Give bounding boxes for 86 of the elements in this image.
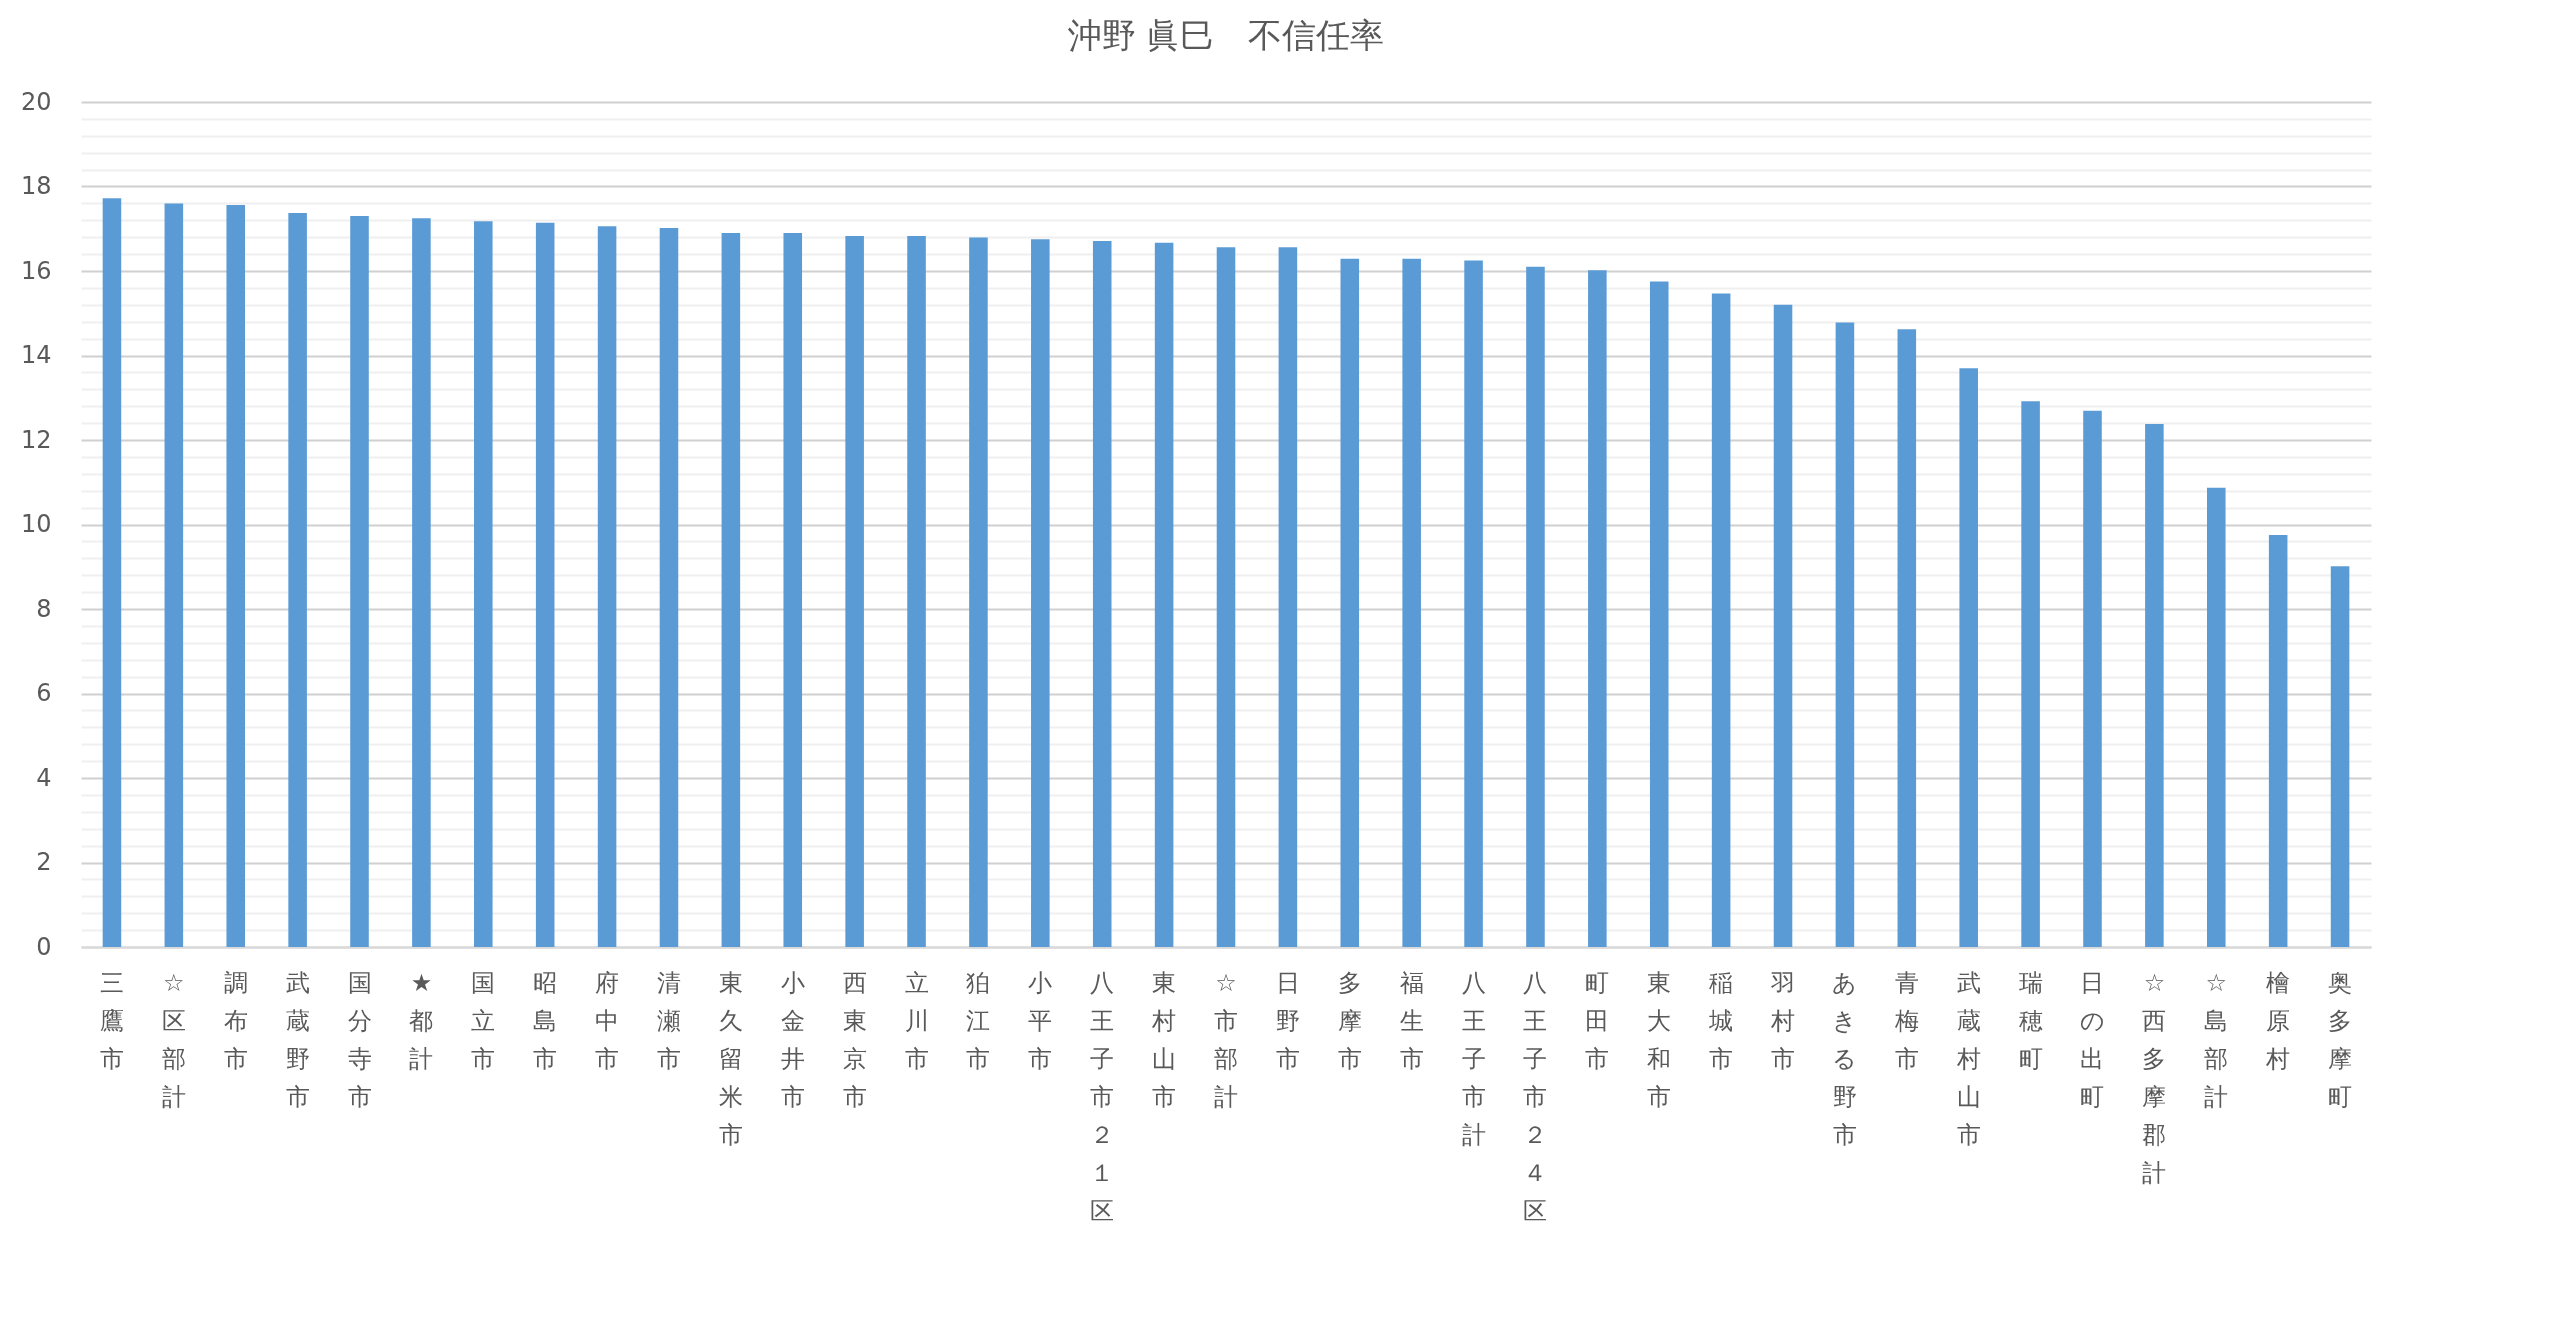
y-tick-label: 20	[20, 87, 52, 116]
bar	[2083, 410, 2102, 947]
bar	[1340, 258, 1360, 947]
bar	[1835, 322, 1855, 947]
bar	[474, 221, 493, 947]
bar	[412, 218, 431, 947]
x-tick-label: 奥多摩町	[2328, 968, 2353, 1111]
y-tick-label: 2	[36, 848, 52, 876]
bar	[1216, 247, 1236, 947]
bar	[1031, 239, 1050, 947]
x-tick-label: 国立市	[471, 968, 496, 1073]
bar	[721, 232, 741, 947]
x-tick-label: 町田市	[1585, 968, 1610, 1073]
x-tick-label: 武蔵野市	[285, 968, 310, 1111]
y-tick-label: 4	[36, 763, 52, 792]
bar	[659, 227, 679, 947]
x-tick-label: 東村山市	[1151, 968, 1177, 1111]
bar	[1897, 329, 1917, 947]
x-tick-label: 狛江市	[966, 968, 991, 1073]
x-tick-label: 青梅市	[1893, 968, 1919, 1073]
x-tick-label: 清瀬市	[656, 968, 681, 1073]
bar	[2330, 566, 2350, 947]
x-tick-label: 府中市	[595, 968, 620, 1073]
bar	[350, 216, 369, 947]
bar	[102, 198, 122, 947]
x-tick-label: 小平市	[1028, 968, 1053, 1073]
y-tick-label: 14	[20, 341, 52, 369]
x-tick-label: 立川市	[904, 968, 929, 1073]
bar	[2021, 401, 2040, 947]
bar	[1526, 266, 1545, 947]
bar	[288, 213, 307, 947]
y-tick-label: 16	[20, 256, 52, 285]
bar	[1154, 242, 1174, 947]
x-tick-label: 東大和市	[1647, 968, 1672, 1111]
bar	[2206, 487, 2226, 947]
y-tick-label: 0	[36, 932, 52, 961]
chart-title: 沖野 眞巳 不信任率	[1067, 15, 1385, 55]
y-tick-label: 10	[20, 510, 52, 538]
bar	[1711, 293, 1731, 947]
x-tick-label: 小金井市	[780, 968, 805, 1111]
x-tick-label: 東久留米市	[718, 968, 743, 1149]
bar	[164, 203, 184, 947]
bar	[907, 235, 926, 947]
x-tick-label: あきる野市	[1832, 968, 1858, 1149]
x-tick-label: 日野市	[1275, 968, 1300, 1073]
bar	[1959, 368, 1978, 947]
bar	[969, 237, 988, 947]
bar	[226, 205, 246, 947]
y-tick-label: 6	[36, 679, 52, 707]
bar	[1092, 241, 1112, 947]
x-tick-label: 国分寺市	[347, 968, 372, 1111]
bar	[1588, 270, 1607, 947]
x-tick-label: 日の出町	[2079, 968, 2105, 1111]
y-tick-label: 8	[36, 594, 52, 623]
bar	[597, 226, 617, 947]
y-tick-label: 12	[20, 425, 52, 454]
bar	[1773, 304, 1793, 947]
x-tick-label: 三鷹市	[99, 968, 124, 1073]
x-tick-label: 瑞穂町	[2018, 968, 2043, 1073]
bar	[1649, 281, 1669, 947]
x-tick-label: 稲城市	[1708, 968, 1734, 1073]
x-tick-label: ☆市部計	[1214, 968, 1238, 1111]
x-tick-label: 調布市	[223, 968, 248, 1073]
bar	[2268, 535, 2288, 947]
x-tick-label: 福生市	[1399, 968, 1424, 1073]
bar	[1464, 260, 1483, 947]
x-tick-label: ☆区部計	[161, 968, 186, 1111]
x-tick-label: 八王子市２４区	[1523, 968, 1548, 1225]
x-tick-label: ☆西多摩郡計	[2142, 968, 2167, 1187]
x-tick-label: 羽村市	[1770, 968, 1796, 1073]
bar	[2145, 423, 2164, 947]
bar	[1278, 247, 1298, 947]
bar	[1402, 258, 1421, 947]
x-tick-label: 昭島市	[533, 968, 558, 1073]
x-tick-label: 西東京市	[842, 968, 867, 1111]
x-tick-label: 檜原村	[2265, 968, 2291, 1073]
x-tick-label: ☆島部計	[2204, 968, 2229, 1111]
x-tick-label: ★都計	[409, 968, 434, 1073]
bar	[535, 222, 555, 947]
x-tick-label: 武蔵村山市	[1955, 968, 1981, 1149]
bar	[783, 232, 803, 947]
x-tick-label: 八王子市２１区	[1090, 968, 1115, 1225]
x-tick-label: 八王子市計	[1461, 968, 1486, 1149]
y-tick-label: 18	[20, 172, 52, 200]
bar	[845, 235, 864, 947]
x-tick-label: 多摩市	[1337, 968, 1362, 1073]
